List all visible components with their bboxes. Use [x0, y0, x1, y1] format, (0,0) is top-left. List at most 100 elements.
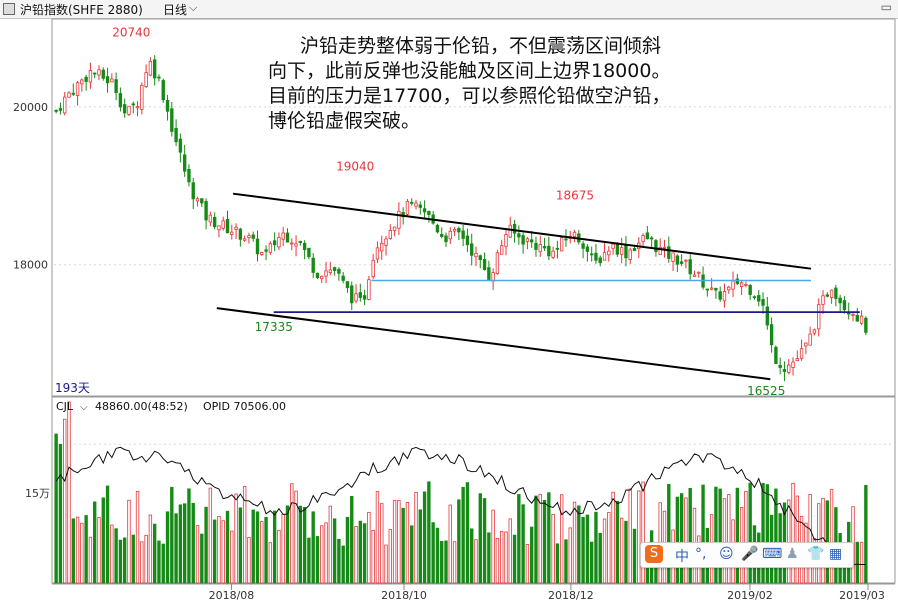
volume-bar	[611, 491, 615, 584]
candle-body	[174, 128, 178, 143]
candle-body	[628, 249, 632, 260]
candle-body	[671, 252, 675, 262]
chevron-down-icon[interactable]: ⌵	[189, 1, 198, 14]
candle-body	[804, 342, 808, 347]
volume-bar	[200, 533, 204, 584]
volume-bar	[551, 513, 555, 584]
candle-body	[859, 315, 864, 324]
candle-body	[619, 247, 624, 255]
price-panel-frame	[51, 18, 896, 397]
candle-body	[123, 104, 127, 114]
candle-body	[697, 271, 701, 274]
candle-body	[594, 252, 598, 261]
candle-body	[105, 76, 110, 84]
volume-bar	[272, 510, 277, 584]
volume-bar	[217, 516, 221, 584]
volume-bar	[864, 485, 868, 584]
annotation-text: 沪铅走势整体弱于伦铅，不但震荡区间倾斜 向下，此前反弹也没能触及区间上边界180…	[268, 35, 670, 132]
volume-bar	[54, 433, 58, 584]
volume-bar	[178, 504, 183, 584]
grid-menu-icon[interactable]: ▦	[829, 546, 843, 562]
keyboard-icon[interactable]: ⌨	[762, 546, 783, 562]
candle-body	[761, 299, 765, 306]
candle-body	[530, 239, 534, 243]
volume-bar	[380, 503, 384, 584]
volume-bar	[624, 520, 628, 584]
candle-body	[234, 226, 238, 230]
emoji-icon[interactable]: ☺	[719, 546, 734, 562]
volume-bar	[470, 528, 474, 584]
candle-body	[782, 369, 787, 372]
candle-body	[769, 324, 774, 346]
chevron-down-icon[interactable]: ⌵	[80, 402, 88, 413]
annotation-line-4: 博伦铅虚假突破。	[268, 110, 420, 132]
volume-bar	[581, 516, 585, 584]
candle-body	[380, 242, 384, 252]
price-extreme-label: 19040	[336, 160, 374, 174]
candle-body	[667, 246, 671, 259]
candle-body	[684, 259, 688, 262]
price-extreme-label: 17335	[255, 320, 293, 334]
candle-body	[362, 295, 367, 300]
candle-body	[307, 247, 311, 258]
candle-body	[208, 214, 213, 223]
date-tick-label: 2019/02	[727, 589, 773, 602]
ime-mode-icon[interactable]: 中	[675, 549, 689, 565]
candle-body	[182, 154, 187, 172]
instrument-select-icon[interactable]	[3, 3, 15, 15]
volume-bar	[110, 524, 114, 584]
volume-bar	[491, 509, 495, 584]
volume-bar	[157, 540, 161, 584]
volume-bar	[414, 491, 418, 584]
candle-body	[799, 348, 804, 359]
volume-panel-frame	[51, 396, 896, 584]
candle-body	[71, 92, 75, 95]
volume-bar	[427, 481, 431, 584]
microphone-icon[interactable]: 🎤	[741, 546, 759, 562]
volume-bar	[375, 491, 380, 584]
window-controls[interactable]: ▭	[880, 0, 892, 14]
volume-bar	[118, 539, 123, 584]
user-icon[interactable]: ♟	[786, 546, 799, 562]
candle-body	[547, 245, 551, 257]
period-select[interactable]: 日线	[163, 3, 188, 17]
lower-trend-line	[216, 307, 771, 381]
volume-bar	[829, 489, 834, 584]
volume-bar	[388, 529, 392, 584]
volume-bar	[495, 537, 500, 584]
skin-icon[interactable]: 👕	[807, 546, 825, 562]
volume-bar	[144, 534, 148, 584]
volume-bar	[290, 483, 294, 584]
candle-body	[414, 202, 418, 207]
volume-bar	[855, 541, 859, 584]
volume-bar	[320, 525, 324, 584]
volume-bar	[748, 482, 752, 584]
instrument-label[interactable]: 沪铅指数(SHFE 2880)	[20, 3, 143, 17]
candle-body	[58, 108, 63, 111]
candle-body	[178, 138, 183, 153]
candle-body	[448, 230, 452, 240]
candle-body	[585, 246, 590, 252]
candle-body	[765, 306, 770, 326]
volume-bar	[791, 482, 795, 584]
candle-body	[371, 259, 375, 278]
date-tick-label: 2018/08	[209, 589, 255, 602]
candle-body	[654, 240, 658, 252]
candle-body	[598, 257, 602, 264]
ime-toolbar[interactable]: S 中 °, ☺ 🎤 ⌨ ♟ 👕 ▦	[640, 542, 854, 568]
volume-bar	[84, 515, 88, 584]
candle-body	[517, 233, 521, 238]
volume-bar	[714, 486, 718, 584]
candle-body	[427, 210, 431, 215]
candle-body	[110, 78, 114, 83]
sogou-logo-icon[interactable]: S	[645, 545, 663, 563]
volume-bar	[474, 539, 478, 584]
volume-bar	[808, 494, 812, 584]
punctuation-icon[interactable]: °,	[695, 546, 707, 562]
volume-bar	[795, 495, 799, 584]
volume-bar	[165, 511, 170, 584]
candle-body	[277, 237, 281, 248]
candle-body	[739, 282, 744, 288]
candle-body	[589, 253, 594, 256]
